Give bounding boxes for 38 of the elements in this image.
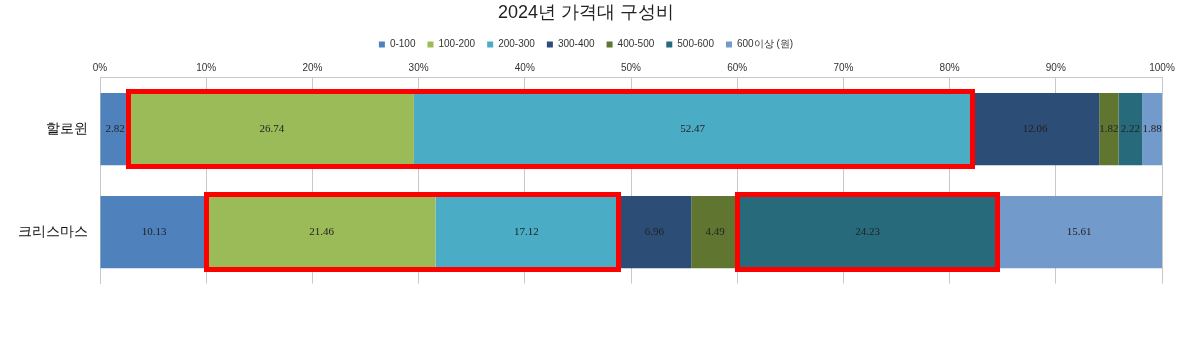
legend-label: 400-500 — [617, 38, 655, 50]
x-tick-label: 60% — [727, 62, 748, 74]
x-tick-label: 80% — [939, 62, 960, 74]
data-label: 26.74 — [259, 121, 285, 134]
chart-title: 2024년 가격대 구성비 — [497, 1, 675, 22]
data-label: 15.61 — [1066, 224, 1092, 237]
x-tick-label: 10% — [196, 62, 217, 74]
x-tick-label: 40% — [514, 62, 535, 74]
data-label: 10.13 — [141, 224, 167, 237]
bar — [1099, 93, 1119, 166]
x-tick-label: 20% — [302, 62, 323, 74]
x-tick-label: 50% — [620, 62, 642, 74]
data-label: 21.46 — [309, 224, 335, 237]
data-label: 2.82 — [105, 121, 125, 134]
y-tick-label: 할로윈 — [46, 119, 88, 136]
x-tick-label: 70% — [833, 62, 854, 74]
y-tick-label: 크리스마스 — [18, 222, 88, 239]
legend-label: 300-400 — [557, 38, 596, 50]
data-label: 6.96 — [644, 224, 665, 237]
bar — [1118, 93, 1143, 166]
data-label: 24.23 — [855, 224, 881, 237]
x-tick-label: 90% — [1045, 62, 1066, 74]
data-label: 52.47 — [680, 121, 706, 134]
x-tick-label: 100% — [1149, 62, 1175, 74]
data-label: 2.22 — [1120, 121, 1140, 134]
legend-label: 500-600 — [677, 38, 715, 50]
legend-label: 200-300 — [498, 38, 536, 50]
data-label: 1.82 — [1099, 121, 1119, 134]
x-tick-label: 0% — [92, 62, 108, 74]
data-label: 17.12 — [514, 224, 539, 237]
legend-label: 0-100 — [389, 38, 416, 50]
legend-label: 100-200 — [438, 38, 476, 50]
x-tick-label: 30% — [408, 62, 429, 74]
data-label: 1.88 — [1142, 121, 1163, 134]
data-label: 12.06 — [1022, 121, 1049, 134]
bar — [1142, 93, 1162, 166]
legend-label: 600이상 (원) — [736, 38, 794, 50]
data-label: 4.49 — [705, 224, 726, 237]
